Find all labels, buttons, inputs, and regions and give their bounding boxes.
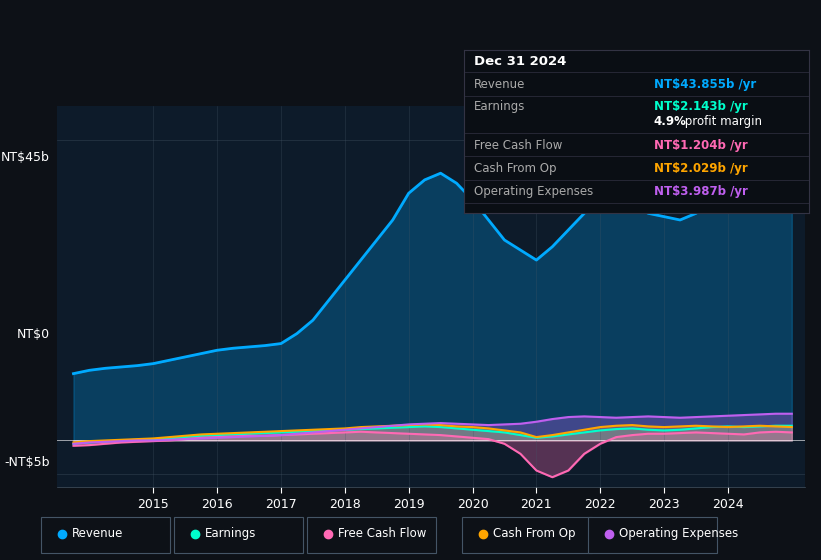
Text: Earnings: Earnings — [475, 100, 525, 113]
Text: Operating Expenses: Operating Expenses — [475, 185, 594, 198]
Text: Cash From Op: Cash From Op — [475, 162, 557, 175]
Text: NT$2.029b /yr: NT$2.029b /yr — [654, 162, 747, 175]
Text: Earnings: Earnings — [205, 528, 256, 540]
Text: profit margin: profit margin — [681, 115, 762, 128]
Text: Dec 31 2024: Dec 31 2024 — [475, 55, 566, 68]
Text: Revenue: Revenue — [72, 528, 123, 540]
FancyBboxPatch shape — [588, 517, 718, 553]
Text: Free Cash Flow: Free Cash Flow — [338, 528, 426, 540]
Text: NT$0: NT$0 — [17, 328, 50, 342]
Text: NT$3.987b /yr: NT$3.987b /yr — [654, 185, 747, 198]
Text: Operating Expenses: Operating Expenses — [619, 528, 738, 540]
FancyBboxPatch shape — [41, 517, 171, 553]
Text: Revenue: Revenue — [475, 78, 525, 91]
FancyBboxPatch shape — [174, 517, 304, 553]
Text: NT$45b: NT$45b — [1, 151, 50, 164]
Text: NT$43.855b /yr: NT$43.855b /yr — [654, 78, 756, 91]
Text: Cash From Op: Cash From Op — [493, 528, 576, 540]
FancyBboxPatch shape — [462, 517, 591, 553]
Text: -NT$5b: -NT$5b — [4, 456, 50, 469]
Text: Free Cash Flow: Free Cash Flow — [475, 139, 562, 152]
Text: NT$1.204b /yr: NT$1.204b /yr — [654, 139, 747, 152]
Text: NT$2.143b /yr: NT$2.143b /yr — [654, 100, 747, 113]
FancyBboxPatch shape — [307, 517, 437, 553]
Text: 4.9%: 4.9% — [654, 115, 686, 128]
